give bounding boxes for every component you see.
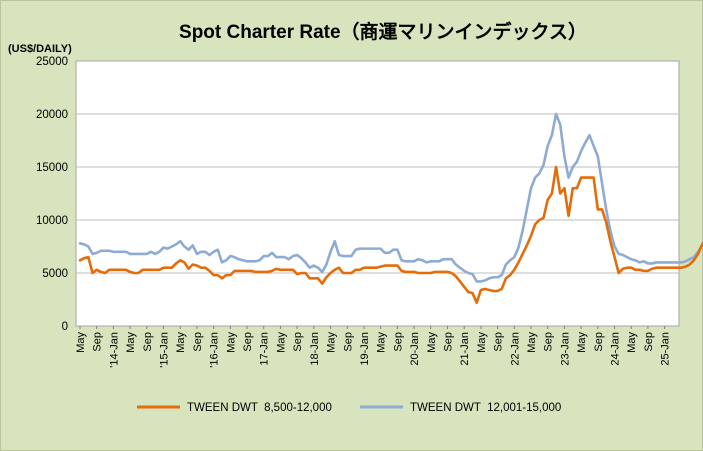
x-tick-label: May <box>376 332 388 353</box>
chart-title: Spot Charter Rate（商運マリンインデックス） <box>179 20 587 43</box>
x-tick-label: Sep <box>392 332 404 352</box>
x-tick-label: '16-Jan <box>209 332 221 368</box>
x-tick-label: May <box>175 332 187 353</box>
x-tick-labels: May Sep '14-Jan May Sep '15-Jan May Sep '16-Jan M… <box>75 326 672 368</box>
x-tick-label: 22-Jan <box>509 332 521 366</box>
x-tick-label: Sep <box>493 332 505 352</box>
legend-label-tween-12001-15000: TWEEN DWT 12,001-15,000 <box>410 402 561 414</box>
y-tick-label: 0 <box>62 321 68 333</box>
x-tick-label: May <box>526 332 538 353</box>
series-line-2 <box>78 112 703 283</box>
legend-label-tween-8500-12000: TWEEN DWT 8,500-12,000 <box>187 402 332 414</box>
plot-area <box>75 60 680 327</box>
x-tick-label: Sep <box>442 332 454 352</box>
x-tick-label: 17-Jan <box>259 332 271 366</box>
x-tick-label: Sep <box>92 332 104 352</box>
y-tick-label: 10000 <box>36 215 68 227</box>
legend: TWEEN DWT 8,500-12,000 TWEEN DWT 12,001-… <box>137 402 561 414</box>
x-tick-label: 24-Jan <box>610 332 622 366</box>
series-lines <box>78 112 703 304</box>
x-tick-label: May <box>75 332 87 353</box>
x-tick-label: 21-Jan <box>459 332 471 366</box>
x-tick-label: May <box>326 332 338 353</box>
x-tick-label: 23-Jan <box>559 332 571 366</box>
x-tick-label: Sep <box>543 332 555 352</box>
x-tick-label: May <box>275 332 287 353</box>
x-tick-label: '14-Jan <box>108 332 120 368</box>
x-tick-label: May <box>626 332 638 353</box>
y-axis-label: (US$/DAILY) <box>8 43 72 55</box>
x-tick-label: 19-Jan <box>359 332 371 366</box>
y-tick-label: 5000 <box>42 268 68 280</box>
x-tick-label: May <box>576 332 588 353</box>
x-tick-label: 18-Jan <box>309 332 321 366</box>
y-tick-labels: 0 5000 10000 15000 20000 25000 <box>36 56 68 333</box>
x-tick-label: Sep <box>242 332 254 352</box>
x-tick-label: 20-Jan <box>409 332 421 366</box>
x-tick-label: May <box>125 332 137 353</box>
series-line-1 <box>78 165 703 304</box>
x-tick-label: May <box>476 332 488 353</box>
x-tick-label: May <box>225 332 237 353</box>
y-tick-label: 20000 <box>36 109 68 121</box>
x-tick-label: Sep <box>593 332 605 352</box>
y-tick-label: 15000 <box>36 162 68 174</box>
x-tick-label: '15-Jan <box>159 332 171 368</box>
gridlines <box>76 113 679 274</box>
x-tick-label: Sep <box>292 332 304 352</box>
x-tick-label: Sep <box>643 332 655 352</box>
x-tick-label: Sep <box>192 332 204 352</box>
y-tick-label: 25000 <box>36 56 68 68</box>
x-tick-label: May <box>426 332 438 353</box>
x-tick-label: Sep <box>142 332 154 352</box>
x-tick-label: 25-Jan <box>660 332 672 366</box>
x-tick-label: Sep <box>342 332 354 352</box>
